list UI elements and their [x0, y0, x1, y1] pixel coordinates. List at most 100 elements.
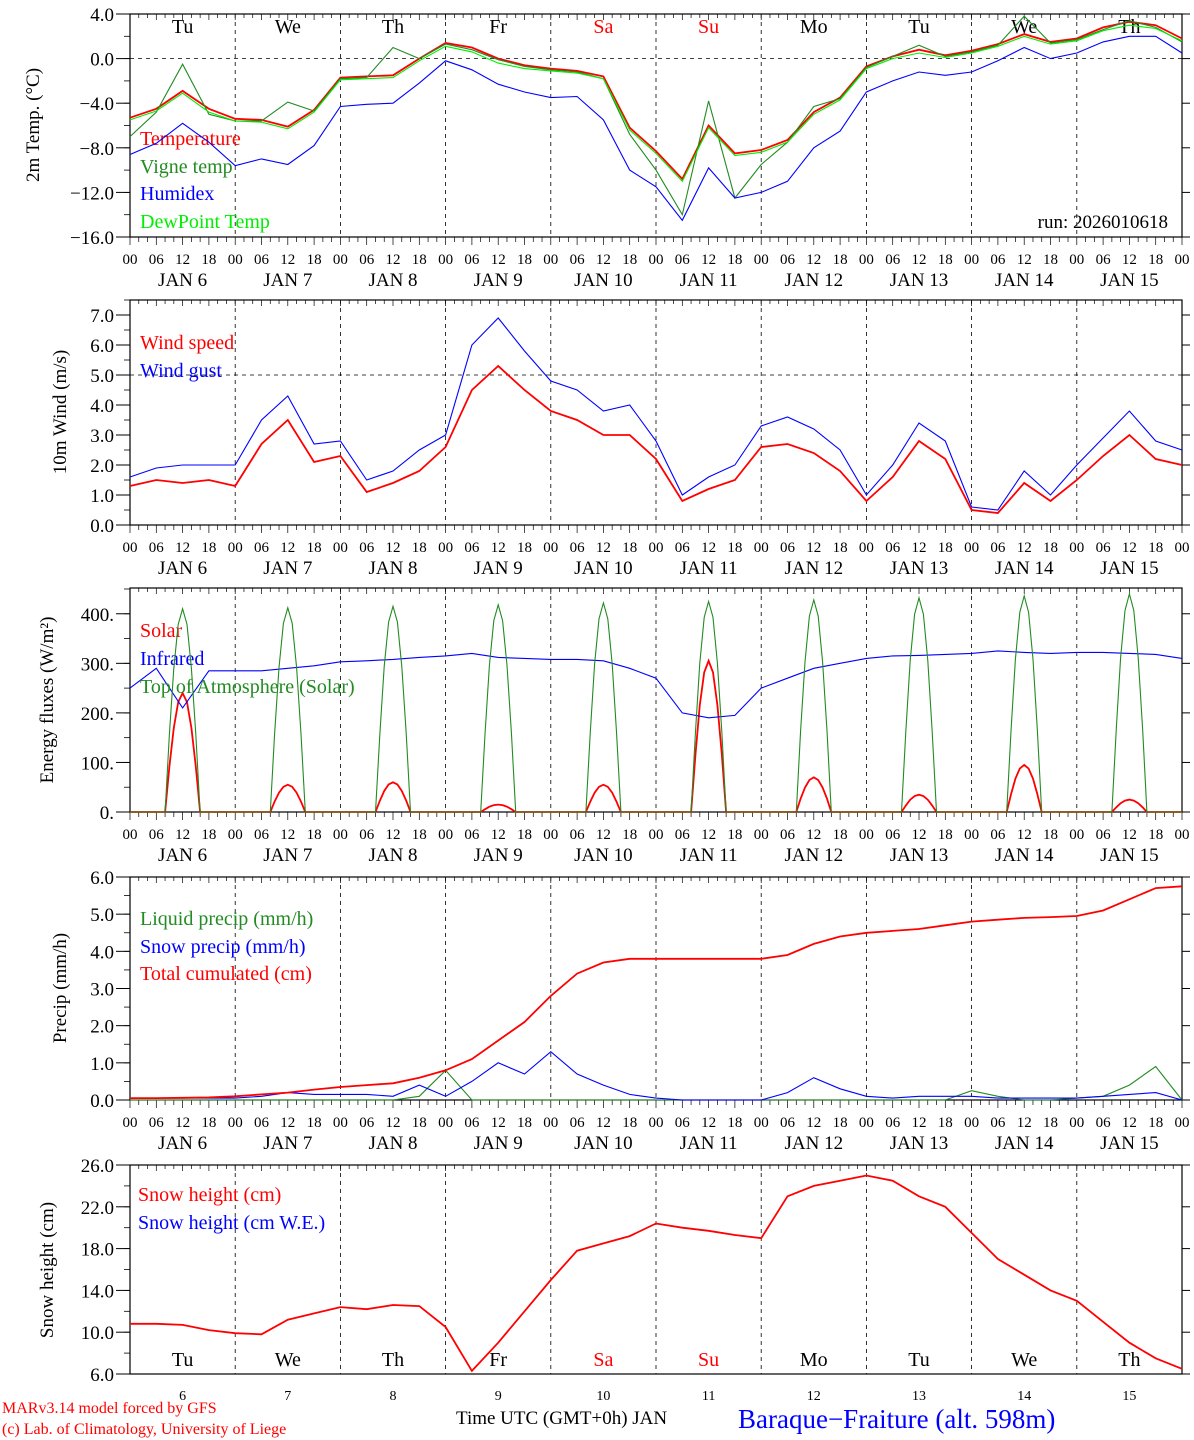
x-hour-label: 00: [859, 1115, 874, 1131]
x-hour-label: 06: [990, 540, 1006, 556]
x-hour-label: 06: [780, 1115, 796, 1131]
x-day-number: 10: [596, 1389, 610, 1404]
x-hour-label: 00: [228, 1115, 243, 1131]
legend-entry: Total cumulated (cm): [140, 963, 312, 985]
series-line-snow-height-cm-: [130, 1174, 1183, 1373]
x-date-label: JAN 13: [890, 558, 949, 579]
x-hour-label: 06: [359, 252, 375, 268]
x-hour-label: 06: [990, 1115, 1006, 1131]
x-hour-label: 00: [1175, 252, 1190, 268]
legend-entry: Wind gust: [140, 360, 222, 382]
x-date-label: JAN 15: [1100, 1133, 1159, 1154]
x-hour-label: 18: [622, 827, 637, 843]
weekday-label: Mo: [800, 16, 828, 38]
x-hour-label: 00: [1069, 827, 1084, 843]
x-hour-label: 18: [938, 252, 953, 268]
x-hour-label: 00: [123, 1115, 138, 1131]
x-hour-label: 12: [175, 540, 190, 556]
x-hour-label: 00: [964, 827, 979, 843]
x-hour-label: 18: [1043, 252, 1058, 268]
x-hour-label: 12: [596, 252, 611, 268]
x-hour-label: 00: [1175, 827, 1190, 843]
x-hour-label: 00: [1175, 1115, 1190, 1131]
x-hour-label: 00: [438, 827, 453, 843]
x-date-label: JAN 15: [1100, 845, 1159, 866]
x-hour-label: 12: [1122, 252, 1137, 268]
y-tick-label: 0.: [100, 803, 114, 824]
footer-credit-lab: (c) Lab. of Climatology, University of L…: [2, 1421, 286, 1438]
x-hour-label: 06: [885, 540, 901, 556]
weekday-label: Fr: [489, 16, 507, 38]
x-hour-label: 12: [1017, 1115, 1032, 1131]
y-tick-label: 26.0: [81, 1156, 114, 1177]
y-tick-label: 2.0: [90, 1017, 114, 1038]
x-hour-label: 18: [201, 540, 216, 556]
x-hour-label: 12: [491, 827, 506, 843]
x-hour-label: 00: [228, 540, 243, 556]
y-tick-label: 1.0: [90, 1054, 114, 1075]
x-date-label: JAN 9: [474, 558, 523, 579]
x-date-label: JAN 6: [158, 558, 207, 579]
x-hour-label: 06: [675, 827, 691, 843]
x-hour-label: 00: [859, 252, 874, 268]
x-date-label: JAN 9: [474, 845, 523, 866]
x-hour-label: 12: [491, 252, 506, 268]
x-hour-label: 12: [701, 252, 716, 268]
x-hour-label: 06: [1096, 827, 1112, 843]
x-day-number: 8: [390, 1389, 397, 1404]
x-hour-label: 18: [517, 252, 532, 268]
x-hour-label: 00: [1069, 1115, 1084, 1131]
x-hour-label: 00: [859, 827, 874, 843]
x-hour-label: 18: [622, 540, 637, 556]
weekday-label: We: [1011, 16, 1037, 38]
x-date-label: JAN 13: [890, 1133, 949, 1154]
x-hour-label: 12: [280, 1115, 295, 1131]
x-hour-label: 00: [964, 540, 979, 556]
series-line-wind-speed: [129, 364, 1183, 514]
x-date-label: JAN 8: [368, 270, 417, 291]
legend-entry: Infrared: [140, 648, 204, 670]
x-hour-label: 06: [570, 540, 586, 556]
x-hour-label: 12: [175, 252, 190, 268]
x-hour-label: 18: [833, 827, 848, 843]
x-hour-label: 18: [1148, 827, 1163, 843]
x-hour-label: 06: [780, 252, 796, 268]
x-day-number: 7: [284, 1389, 291, 1404]
x-hour-label: 06: [149, 1115, 165, 1131]
x-hour-label: 12: [701, 827, 716, 843]
weekday-label: Fr: [489, 1349, 507, 1371]
x-hour-label: 18: [1043, 540, 1058, 556]
x-hour-label: 12: [1122, 827, 1137, 843]
x-date-label: JAN 7: [263, 558, 312, 579]
x-hour-label: 18: [517, 1115, 532, 1131]
x-hour-label: 06: [359, 540, 375, 556]
weekday-label: Sa: [593, 1349, 613, 1371]
weekday-label: We: [275, 1349, 301, 1371]
y-tick-label: 6.0: [90, 336, 114, 357]
x-hour-label: 12: [806, 252, 821, 268]
y-tick-label: 100.: [81, 753, 114, 774]
x-date-label: JAN 10: [574, 1133, 633, 1154]
legend-entry: Snow precip (mm/h): [140, 936, 306, 958]
x-hour-label: 18: [307, 1115, 322, 1131]
x-date-label: JAN 12: [785, 558, 844, 579]
y-axis-title: Precip (mm/h): [50, 933, 71, 1043]
x-hour-label: 12: [1017, 827, 1032, 843]
x-hour-label: 18: [727, 252, 742, 268]
x-hour-label: 06: [464, 827, 480, 843]
x-day-number: 6: [179, 1389, 186, 1404]
x-hour-label: 06: [254, 252, 270, 268]
x-date-label: JAN 13: [890, 270, 949, 291]
x-hour-label: 00: [1069, 540, 1084, 556]
x-hour-label: 00: [964, 252, 979, 268]
x-hour-label: 00: [543, 540, 558, 556]
y-tick-label: 4.0: [90, 396, 114, 417]
x-date-label: JAN 14: [995, 270, 1054, 291]
x-hour-label: 12: [280, 252, 295, 268]
y-tick-label: 3.0: [90, 980, 114, 1001]
x-hour-label: 18: [1043, 827, 1058, 843]
x-hour-label: 00: [754, 540, 769, 556]
x-hour-label: 06: [885, 252, 901, 268]
x-date-label: JAN 12: [785, 845, 844, 866]
